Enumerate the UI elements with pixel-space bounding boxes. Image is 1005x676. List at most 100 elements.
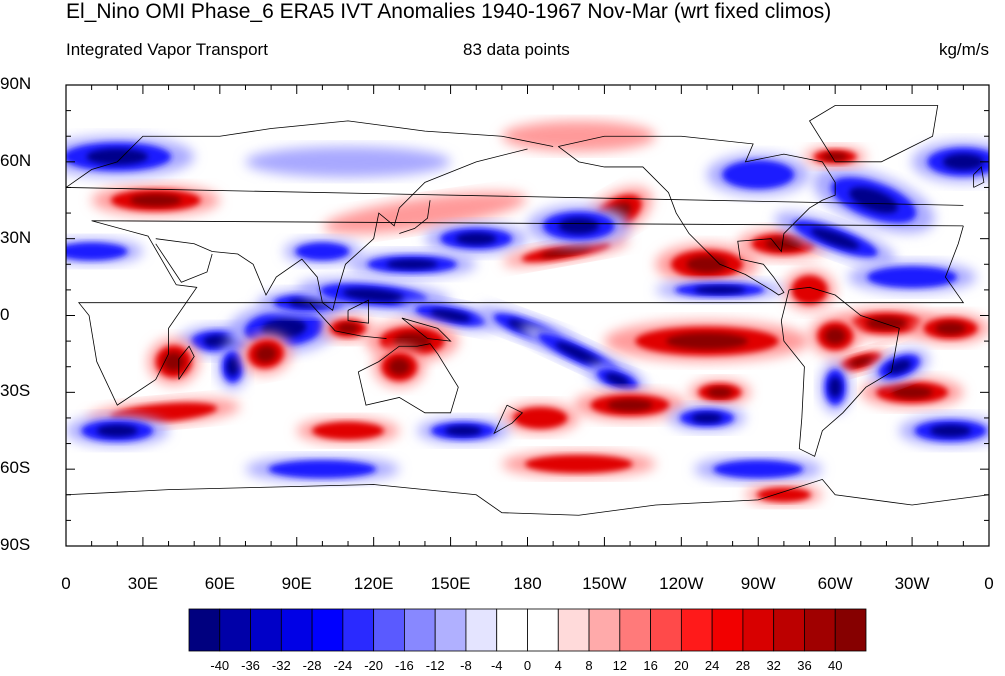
anomaly-field [66,120,989,506]
colorbar-swatch [619,608,651,652]
lat-label: 60N [0,150,32,170]
coastlines [66,105,989,516]
colorbar-swatch [804,608,836,652]
positive-anomaly-region [707,387,733,398]
colorbar-label: -36 [241,658,260,673]
negative-anomaly-region [430,309,471,322]
negative-anomaly-region [558,217,600,235]
lon-label: 30E [127,574,159,593]
coastline [155,243,213,283]
negative-anomaly-region [268,460,377,479]
colorbar-swatch [373,608,405,652]
colorbar-label: 4 [554,658,562,673]
colorbar-swatch [680,608,713,652]
positive-anomaly-region [756,487,811,502]
coastline [347,299,369,324]
lat-label: 90N [0,74,32,93]
colorbar-label: -28 [302,658,322,673]
negative-anomaly-region [722,160,795,189]
positive-anomaly-region [824,327,846,345]
colorbar-label: -40 [210,658,230,673]
variable-label: Integrated Vapor Transport [66,40,268,59]
coastline [357,343,459,414]
colorbar-label: 16 [643,658,658,673]
coastline [808,105,939,163]
colorbar-swatch [280,608,313,652]
coastline [401,317,452,342]
positive-anomaly-region [765,237,803,250]
lon-label: 0 [984,574,994,593]
negative-anomaly-region [444,425,482,436]
coastline [178,345,195,380]
negative-anomaly-region [713,460,804,479]
colorbar-swatch [250,608,282,652]
positive-anomaly-region [607,398,653,412]
coastline [309,302,387,339]
colorbar-label: -8 [460,658,472,673]
colorbar-swatch [742,608,775,652]
colorbar-swatch [588,608,621,652]
negative-anomaly-region [245,146,451,178]
lon-label: 60E [204,574,235,593]
colorbar-swatch [465,608,498,652]
units-label: kg/m/s [938,40,989,59]
positive-anomaly-region [822,152,848,161]
negative-anomaly-region [694,285,746,294]
colorbar-swatch [188,608,221,652]
negative-anomaly-region [605,373,629,386]
negative-anomaly-region [343,288,405,302]
positive-anomaly-region [389,358,410,375]
lon-label: 90W [740,574,776,593]
positive-anomaly-region [665,332,748,350]
coastline [399,200,431,234]
positive-anomaly-region [891,386,933,399]
lat-label: 30S [0,381,31,401]
colorbar-swatch [527,608,559,652]
colorbar-swatch [342,608,375,652]
coastline [493,404,524,435]
positive-anomaly-region [323,192,527,234]
positive-anomaly-region [163,352,184,371]
negative-anomaly-region [386,259,438,270]
positive-anomaly-region [686,256,728,273]
colorbar-label: -4 [490,658,503,673]
negative-anomaly-region [849,187,898,214]
negative-anomaly-region [86,148,149,165]
negative-anomaly-region [942,153,984,171]
positive-anomaly-region [524,455,633,474]
lon-label: 120W [659,574,704,593]
positive-anomaly-region [540,245,592,258]
lat-label: 30N [0,227,32,247]
negative-anomaly-region [930,424,972,437]
positive-anomaly-region [848,356,873,367]
coastline [780,286,900,457]
coastline [66,120,964,206]
colorbar-label: 36 [797,658,812,673]
lon-label: 150W [582,574,627,593]
lat-label: 0 [0,304,10,324]
colorbar-swatch [434,608,467,652]
negative-anomaly-region [96,424,138,437]
colorbar-swatch [557,608,590,652]
colorbar-label: 12 [612,658,628,673]
colorbar-label: 32 [766,658,781,673]
axis-ticks [65,84,990,547]
coastline [66,478,989,516]
coastline [155,148,528,312]
negative-anomaly-region [810,228,860,250]
colorbar-label: 20 [674,658,689,673]
colorbar-swatch [404,608,436,652]
negative-anomaly-region [555,342,603,366]
colorbar-label: -32 [271,658,291,673]
lon-label: 0 [61,574,71,593]
positive-anomaly-region [865,317,907,330]
colorbar-swatch [650,608,682,652]
colorbar-label: 0 [523,658,532,673]
colorbar-swatch [834,608,867,652]
colorbar-label: -20 [364,658,384,673]
colorbar-label: -12 [425,658,445,673]
lon-label: 30W [894,574,930,593]
negative-anomaly-region [261,317,307,339]
lat-label: 60S [0,458,31,478]
